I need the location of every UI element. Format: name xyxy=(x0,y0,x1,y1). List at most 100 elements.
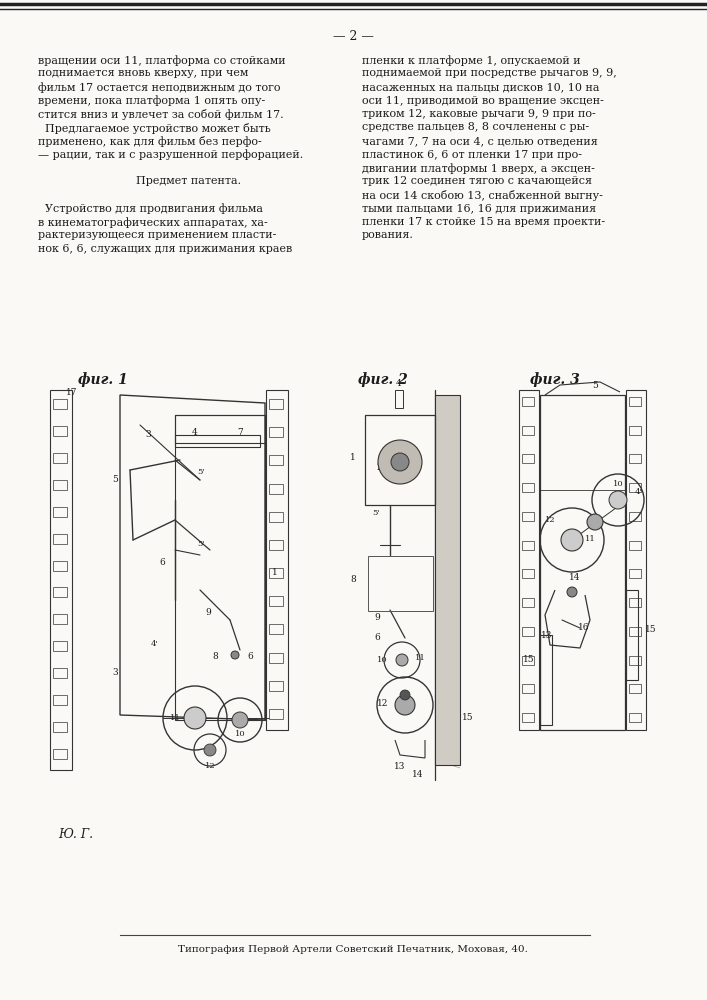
Text: 5: 5 xyxy=(112,475,118,484)
Bar xyxy=(53,453,67,463)
Bar xyxy=(629,512,641,521)
Text: 5': 5' xyxy=(197,540,205,548)
Bar xyxy=(53,507,67,517)
Text: 11: 11 xyxy=(585,535,595,543)
Circle shape xyxy=(204,744,216,756)
Text: стится вниз и увлечет за собой фильм 17.: стится вниз и увлечет за собой фильм 17. xyxy=(38,109,284,120)
Bar xyxy=(522,512,534,521)
Text: насаженных на пальцы дисков 10, 10 на: насаженных на пальцы дисков 10, 10 на xyxy=(362,82,600,92)
Bar xyxy=(50,390,72,770)
Bar xyxy=(368,556,433,611)
Text: 8: 8 xyxy=(350,576,356,584)
Text: пленки к платформе 1, опускаемой и: пленки к платформе 1, опускаемой и xyxy=(362,55,580,66)
Circle shape xyxy=(391,453,409,471)
Text: Предлагаемое устройство может быть: Предлагаемое устройство может быть xyxy=(38,122,271,133)
Bar xyxy=(540,635,552,725)
Text: фильм 17 остается неподвижным до того: фильм 17 остается неподвижным до того xyxy=(38,82,281,93)
Bar xyxy=(269,624,283,634)
Text: средстве пальцев 8, 8 сочленены с ры-: средстве пальцев 8, 8 сочленены с ры- xyxy=(362,122,589,132)
Bar xyxy=(522,598,534,607)
Bar xyxy=(269,653,283,663)
Text: Типография Первой Артели Советский Печатник, Моховая, 40.: Типография Первой Артели Советский Печат… xyxy=(178,945,528,954)
Text: поднимается вновь кверху, при чем: поднимается вновь кверху, при чем xyxy=(38,68,248,79)
Bar xyxy=(53,399,67,409)
Text: 15: 15 xyxy=(645,626,657,635)
Bar xyxy=(435,395,460,765)
Circle shape xyxy=(587,514,603,530)
Bar xyxy=(522,656,534,665)
Circle shape xyxy=(378,440,422,484)
Text: Предмет патента.: Предмет патента. xyxy=(136,176,242,186)
Bar xyxy=(522,541,534,550)
Text: двигании платформы 1 вверх, а эксцен-: двигании платформы 1 вверх, а эксцен- xyxy=(362,163,595,174)
Text: 11: 11 xyxy=(415,654,426,662)
Text: 3: 3 xyxy=(145,430,151,439)
Text: 12: 12 xyxy=(205,762,216,770)
Bar xyxy=(626,390,646,730)
Text: 12: 12 xyxy=(377,698,388,708)
Text: 11: 11 xyxy=(170,714,180,722)
Circle shape xyxy=(184,707,206,729)
Text: 3: 3 xyxy=(112,668,118,677)
Bar xyxy=(53,480,67,490)
Bar xyxy=(269,568,283,578)
Text: 2: 2 xyxy=(376,464,382,473)
Text: фиг. 3: фиг. 3 xyxy=(530,372,580,387)
Text: 5': 5' xyxy=(197,468,205,476)
Bar xyxy=(629,483,641,492)
Bar xyxy=(269,455,283,465)
Bar xyxy=(269,512,283,522)
Bar xyxy=(266,390,288,730)
Text: 5': 5' xyxy=(373,509,380,517)
Text: 13: 13 xyxy=(541,631,552,640)
Text: 17: 17 xyxy=(66,388,78,397)
Text: нок 6, 6, служащих для прижимания краев: нок 6, 6, служащих для прижимания краев xyxy=(38,244,292,254)
Bar xyxy=(269,427,283,437)
Bar xyxy=(519,390,539,730)
Text: 10: 10 xyxy=(378,656,388,664)
Text: — рации, так и с разрушенной перфорацией.: — рации, так и с разрушенной перфорацией… xyxy=(38,149,303,160)
Text: тыми пальцами 16, 16 для прижимания: тыми пальцами 16, 16 для прижимания xyxy=(362,204,596,214)
Text: рактеризующееся применением пласти-: рактеризующееся применением пласти- xyxy=(38,231,276,240)
Text: поднимаемой при посредстве рычагов 9, 9,: поднимаемой при посредстве рычагов 9, 9, xyxy=(362,68,617,79)
Text: Ю. Г.: Ю. Г. xyxy=(58,828,93,841)
Text: 12: 12 xyxy=(545,516,556,524)
Circle shape xyxy=(231,651,239,659)
Text: 10: 10 xyxy=(235,730,245,738)
Bar xyxy=(175,415,265,443)
Text: 8: 8 xyxy=(212,652,218,661)
Bar xyxy=(53,668,67,678)
Text: 15: 15 xyxy=(462,714,474,722)
Bar xyxy=(269,709,283,719)
Text: 4: 4 xyxy=(396,379,402,388)
Circle shape xyxy=(567,587,577,597)
Text: 7: 7 xyxy=(237,428,243,437)
Text: Устройство для продвигания фильма: Устройство для продвигания фильма xyxy=(38,204,263,214)
Text: чагами 7, 7 на оси 4, с целью отведения: чагами 7, 7 на оси 4, с целью отведения xyxy=(362,136,597,146)
Text: 1: 1 xyxy=(350,454,356,462)
Text: триком 12, каковые рычаги 9, 9 при по-: триком 12, каковые рычаги 9, 9 при по- xyxy=(362,109,596,119)
Bar xyxy=(269,540,283,550)
Bar xyxy=(365,415,435,505)
Circle shape xyxy=(609,491,627,509)
Bar xyxy=(522,454,534,463)
Text: рования.: рования. xyxy=(362,231,414,240)
Bar xyxy=(53,426,67,436)
Bar xyxy=(53,695,67,705)
Bar xyxy=(522,713,534,722)
Bar xyxy=(522,627,534,636)
Bar xyxy=(522,569,534,578)
Text: 14: 14 xyxy=(569,573,580,582)
Text: 4': 4' xyxy=(151,640,159,648)
Bar xyxy=(269,484,283,494)
Bar xyxy=(53,561,67,571)
Text: пленки 17 к стойке 15 на время проекти-: пленки 17 к стойке 15 на время проекти- xyxy=(362,217,605,227)
Bar xyxy=(629,598,641,607)
Circle shape xyxy=(400,690,410,700)
Text: 1: 1 xyxy=(272,568,278,577)
Text: на оси 14 скобою 13, снабженной выгну-: на оси 14 скобою 13, снабженной выгну- xyxy=(362,190,603,201)
Bar xyxy=(522,397,534,406)
Text: применено, как для фильм без перфо-: применено, как для фильм без перфо- xyxy=(38,136,262,147)
Bar xyxy=(522,426,534,435)
Bar xyxy=(53,641,67,651)
